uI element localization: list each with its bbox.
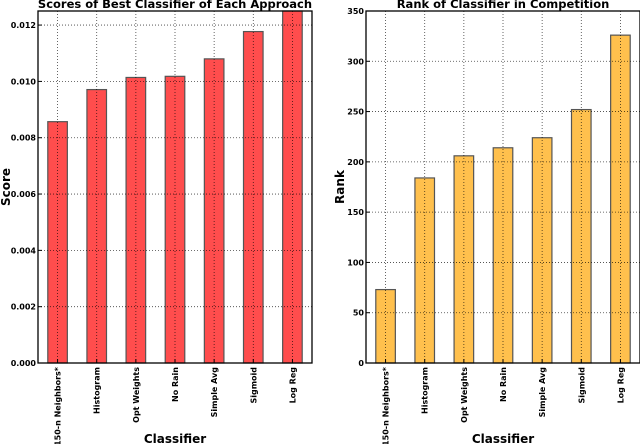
rank-chart-plot-area: 0 50 100 150 200 250 300 350 150-n Neighbors* His…	[347, 7, 640, 446]
rank-bar	[492, 147, 514, 364]
rank-ytick-label: 50	[353, 309, 365, 318]
score-bar	[282, 10, 303, 364]
rank-chart-ylabel: Rank	[333, 169, 347, 204]
score-ytick-label: 0.004	[11, 246, 37, 255]
score-ytick-label: 0.012	[11, 21, 36, 30]
rank-bar	[610, 34, 631, 364]
rank-ytick-label: 200	[347, 158, 364, 167]
rank-chart: Rank of Classifier in Competition Rank C…	[333, 0, 640, 446]
rank-xtick-label: No Rain	[499, 367, 508, 402]
rank-xtick-label: Simple Avg	[538, 367, 547, 418]
rank-ytick-label: 250	[347, 108, 364, 117]
score-ytick-label: 0.000	[11, 359, 37, 368]
score-xtick-label: Sigmoid	[249, 367, 258, 404]
score-ytick-label: 0.008	[11, 134, 37, 143]
rank-ytick-label: 0	[358, 359, 364, 368]
rank-axes-frame	[365, 10, 640, 364]
score-chart-plot-area: 0.000 0.002 0.004 0.006 0.008 0.010 0.012 150-n…	[11, 10, 313, 446]
rank-xtick-label: Opt Weights	[460, 367, 469, 423]
score-ytick-label: 0.006	[11, 190, 37, 199]
score-bar	[86, 88, 108, 364]
rank-xtick-label: Sigmoid	[577, 367, 586, 404]
rank-xtick-label: Log Reg	[616, 367, 625, 404]
score-chart-xlabel: Classifier	[144, 432, 206, 444]
rank-xtick-label: Histogram	[421, 367, 430, 414]
score-xtick-label: Histogram	[93, 367, 102, 414]
rank-ytick-label: 150	[347, 208, 364, 217]
score-xtick-label: Log Reg	[288, 367, 297, 404]
score-ytick-label: 0.002	[11, 303, 36, 312]
rank-bar	[453, 155, 475, 364]
rank-chart-title: Rank of Classifier in Competition	[397, 0, 610, 11]
score-chart: Scores of Best Classifier of Each Approa…	[0, 0, 313, 446]
score-xtick-label: No Rain	[171, 367, 180, 402]
score-chart-title: Scores of Best Classifier of Each Approa…	[38, 0, 312, 11]
score-ytick-label: 0.010	[11, 77, 37, 86]
rank-ytick-label: 100	[347, 258, 364, 267]
rank-ytick-label: 300	[347, 57, 364, 66]
score-chart-ylabel: Score	[0, 168, 13, 206]
rank-chart-xlabel: Classifier	[472, 432, 534, 444]
score-xtick-label: 150-n Neighbors*	[54, 366, 63, 444]
score-axes-frame	[37, 10, 313, 364]
score-xtick-label: Opt Weights	[132, 367, 141, 423]
rank-ytick-label: 350	[347, 7, 364, 16]
score-xtick-label: Simple Avg	[210, 367, 219, 418]
rank-xtick-label: 150-n Neighbors*	[382, 366, 391, 444]
